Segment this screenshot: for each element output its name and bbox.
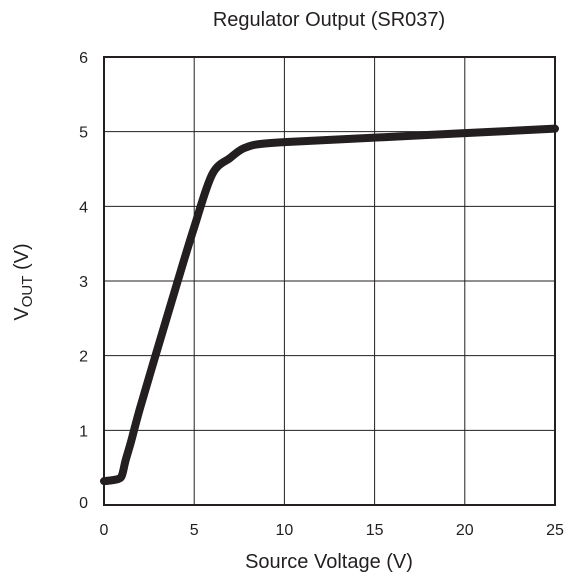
y-tick-label: 6 — [79, 50, 88, 67]
y-tick-label: 3 — [79, 274, 88, 291]
x-tick-label: 0 — [100, 522, 109, 539]
x-tick-label: 25 — [546, 522, 564, 539]
x-tick-label: 15 — [366, 522, 384, 539]
y-tick-label: 1 — [79, 423, 88, 440]
x-tick-label: 5 — [190, 522, 199, 539]
y-tick-label: 5 — [79, 125, 88, 142]
y-axis-label-main: V — [11, 307, 33, 321]
x-axis-label: Source Voltage (V) — [245, 551, 413, 573]
series-layer — [100, 124, 559, 486]
y-axis-label: VOUT (V) — [11, 243, 36, 320]
chart-title: Regulator Output (SR037) — [213, 9, 445, 31]
regulator-output-line — [100, 124, 559, 486]
y-axis-label-subscript: OUT — [19, 276, 36, 308]
x-tick-label: 10 — [276, 522, 294, 539]
y-tick-label: 2 — [79, 349, 88, 366]
y-axis-label-unit: (V) — [11, 243, 33, 275]
x-tick-label: 20 — [456, 522, 474, 539]
y-tick-label: 0 — [79, 495, 88, 512]
y-tick-label: 4 — [79, 199, 88, 216]
x-axis-ticks: 0 5 10 15 20 25 — [100, 522, 564, 539]
y-axis-ticks: 0 1 2 3 4 5 6 — [79, 50, 88, 512]
plot-area-frame — [103, 56, 556, 506]
